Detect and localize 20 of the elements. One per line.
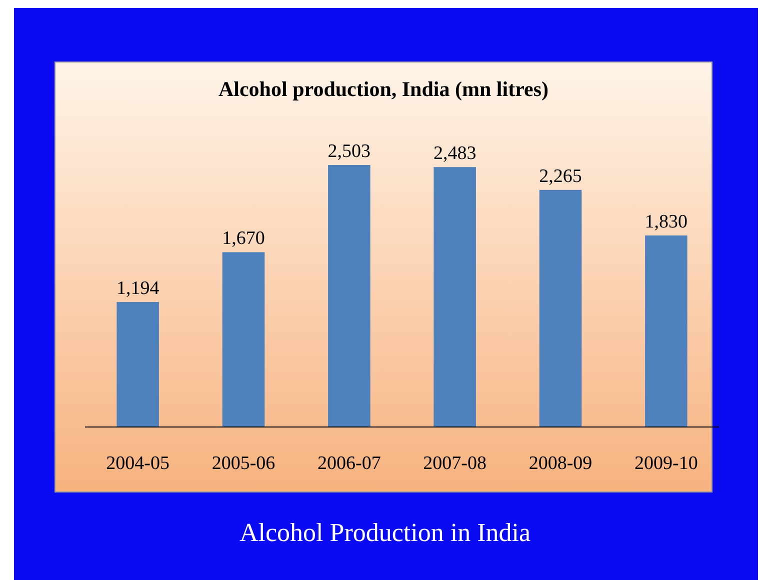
x-tick-label: 2009-10: [634, 453, 698, 474]
x-tick-label: 2008-09: [528, 453, 592, 474]
bar: [539, 190, 582, 427]
bar: [434, 167, 476, 427]
data-label: 2,265: [539, 166, 582, 187]
data-label: 1,830: [644, 211, 688, 232]
bar: [222, 252, 265, 427]
bar: [328, 165, 370, 427]
data-label: 2,483: [433, 143, 476, 164]
data-label: 2,503: [328, 141, 371, 162]
text: Alcohol Production in India: [239, 518, 531, 547]
data-label: 1,194: [116, 278, 160, 300]
x-tick-label: 2007-08: [423, 453, 486, 474]
chart-title: Alcohol production, India (mn litres): [218, 77, 549, 101]
x-tick-label: 2004-05: [106, 453, 170, 474]
x-tick-label: 2005-06: [212, 453, 276, 474]
x-tick-label: 2006-07: [318, 453, 381, 474]
bar: [645, 235, 688, 427]
bar: [116, 302, 159, 427]
data-label: 1,670: [222, 228, 265, 250]
